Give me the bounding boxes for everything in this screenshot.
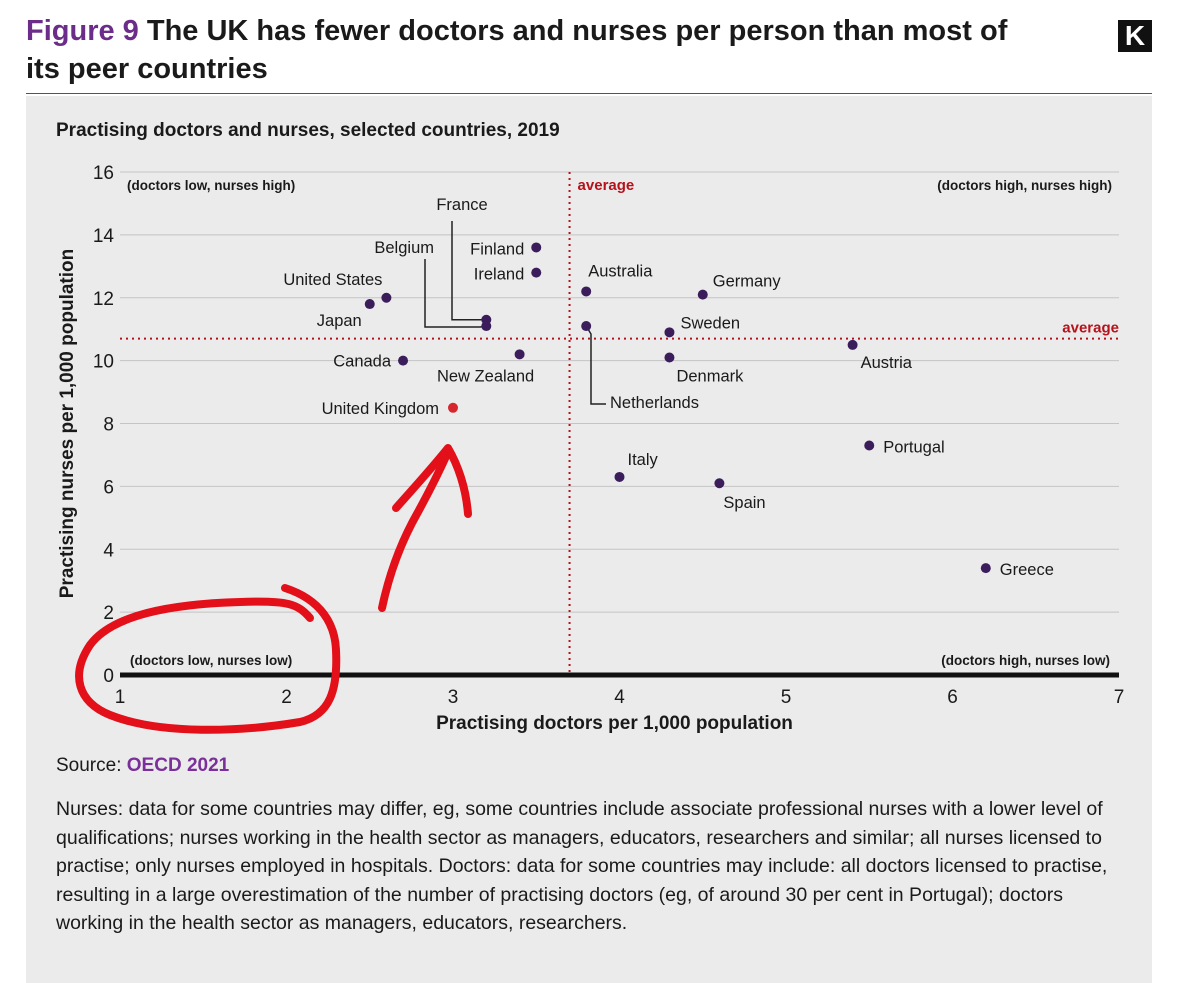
data-point-canada [398,355,409,366]
x-tick-label-4: 4 [614,687,625,708]
average-label-vertical: average [578,177,635,194]
y-tick-label-14: 14 [93,226,115,247]
data-point-new-zealand [514,349,525,360]
x-axis-title: Practising doctors per 1,000 population [436,713,793,734]
figure-number: Figure 9 [26,15,139,47]
data-label-france: France [436,196,487,214]
figure-title-text: The UK has fewer doctors and nurses per … [26,15,1008,85]
data-label-united-states: United States [283,271,382,289]
source-line: Source: OECD 2021 [56,755,229,777]
quadrant-label-top-right: (doctors high, nurses high) [937,178,1112,193]
data-point-finland [531,242,542,253]
k-logo-icon: K [1118,20,1152,52]
data-label-portugal: Portugal [883,439,944,457]
data-label-australia: Australia [588,262,653,280]
y-axis-title: Practising nurses per 1,000 population [57,249,78,599]
data-point-france [481,314,492,325]
data-point-austria [847,339,858,350]
data-point-italy [614,471,625,482]
data-point-greece [980,563,991,574]
data-label-sweden: Sweden [680,314,740,332]
data-label-germany: Germany [713,273,782,291]
y-tick-label-4: 4 [103,540,114,561]
x-tick-label-5: 5 [781,687,792,708]
y-tick-label-12: 12 [93,289,114,310]
data-label-finland: Finland [470,240,524,258]
figure-title: Figure 9 The UK has fewer doctors and nu… [26,12,1026,88]
x-tick-label-6: 6 [947,687,958,708]
annotation-arrow-head [392,444,472,518]
y-tick-label-16: 16 [93,163,114,184]
data-label-netherlands: Netherlands [610,394,699,412]
data-point-united-kingdom [448,402,458,413]
x-tick-label-3: 3 [448,687,459,708]
quadrant-label-top-left: (doctors low, nurses high) [127,178,295,193]
x-tick-label-2: 2 [281,687,292,708]
data-point-japan [364,299,375,310]
data-label-italy: Italy [628,451,659,469]
data-label-belgium: Belgium [374,239,434,257]
data-point-united-states [381,292,392,303]
data-point-germany [697,289,708,300]
data-point-ireland [531,267,542,278]
chart-panel [26,96,1152,983]
data-label-ireland: Ireland [474,266,524,284]
data-point-portugal [864,440,875,451]
source-label: Source: [56,755,122,776]
x-tick-label-7: 7 [1114,687,1125,708]
data-label-spain: Spain [723,494,765,512]
data-label-japan: Japan [317,312,362,330]
y-tick-label-6: 6 [103,477,114,498]
quadrant-label-bottom-left: (doctors low, nurses low) [130,653,292,668]
title-divider [26,93,1152,94]
source-link[interactable]: OECD 2021 [126,755,230,776]
data-label-greece: Greece [1000,561,1054,579]
data-label-austria: Austria [861,354,913,372]
data-label-canada: Canada [333,353,392,371]
data-point-spain [714,478,725,489]
data-label-united-kingdom: United Kingdom [322,400,439,418]
data-point-denmark [664,352,675,363]
y-tick-label-2: 2 [103,603,114,624]
quadrant-label-bottom-right: (doctors high, nurses low) [941,653,1110,668]
data-point-netherlands [581,321,592,332]
y-tick-label-8: 8 [103,415,114,436]
data-label-denmark: Denmark [676,367,744,385]
average-label-horizontal: average [1062,320,1119,337]
x-tick-label-1: 1 [115,687,126,708]
methodology-note: Nurses: data for some countries may diff… [56,798,1108,934]
chart-title: Practising doctors and nurses, selected … [56,120,560,141]
annotation-arrow-shaft [378,448,452,612]
data-point-australia [581,286,592,297]
data-label-new-zealand: New Zealand [437,367,534,385]
annotation-circle [75,584,341,734]
data-point-sweden [664,327,675,338]
y-tick-label-0: 0 [103,666,114,687]
y-tick-label-10: 10 [93,352,114,373]
